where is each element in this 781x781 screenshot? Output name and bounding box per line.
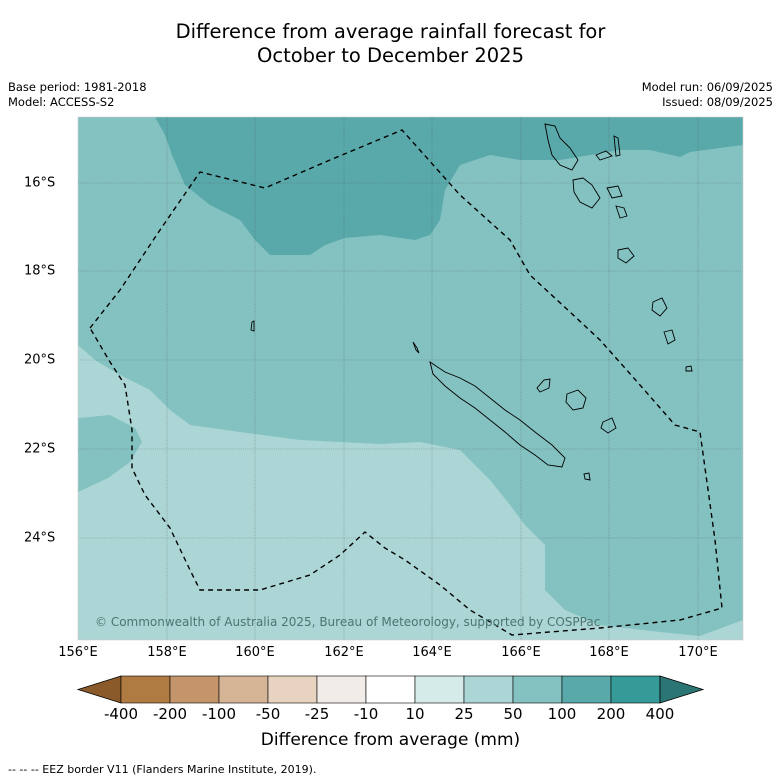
new-caledonia-island (429, 360, 566, 468)
y-tick-16s: 16°S (24, 175, 56, 191)
eez-footnote: -- -- -- EEZ border V11 (Flanders Marine… (8, 763, 317, 776)
colorbar-tick-label: -100 (201, 705, 237, 723)
colorbar-extend-low (76, 675, 122, 704)
colorbar-title: Difference from average (mm) (260, 730, 521, 750)
y-tick-18s: 18°S (24, 263, 56, 279)
x-tick-168: 168°E (589, 645, 629, 660)
colorbar-swatch (512, 675, 563, 704)
title-line-2: October to December 2025 (257, 44, 524, 67)
belep-islet (412, 341, 420, 354)
shade-100-200 (155, 117, 743, 255)
model-name: Model: ACCESS-S2 (8, 95, 115, 109)
colorbar-tick-label: -200 (152, 705, 188, 723)
map-title: Difference from average rainfall forecas… (0, 20, 781, 68)
map-frame (77, 116, 744, 641)
maewo-island (613, 135, 621, 157)
colorbar-tick-label: 10 (405, 705, 425, 723)
graticule (78, 117, 743, 640)
y-tick-22s: 22°S (24, 441, 56, 457)
meta-right: Model run: 06/09/2025 Issued: 08/09/2025 (642, 80, 773, 110)
erromango-island (651, 297, 668, 317)
ambrym-island (606, 185, 623, 199)
ouvea-island (536, 378, 551, 393)
issued-date: Issued: 08/09/2025 (662, 95, 773, 109)
aneityum-island (685, 365, 693, 372)
colorbar-extend-high (659, 675, 705, 704)
epi-island (615, 205, 628, 219)
colorbar-swatch (218, 675, 269, 704)
colorbar-swatch (610, 675, 661, 704)
colorbar-tick-label: 50 (503, 705, 523, 723)
colorbar-tick-label: 200 (596, 705, 626, 723)
colorbar-swatch (365, 675, 416, 704)
meta-left: Base period: 1981-2018 Model: ACCESS-S2 (8, 80, 147, 110)
efate-island (617, 247, 635, 264)
mare-island (600, 417, 617, 434)
colorbar-tick-label: 400 (645, 705, 675, 723)
colorbar-tick-label: 100 (547, 705, 577, 723)
map-area (78, 117, 743, 640)
x-tick-156: 156°E (58, 645, 98, 660)
y-tick-20s: 20°S (24, 352, 56, 368)
x-tick-166: 166°E (501, 645, 541, 660)
eez-border (89, 129, 723, 636)
base-period: Base period: 1981-2018 (8, 80, 147, 94)
colorbar-tick-label: -25 (304, 705, 330, 723)
colorbar-tick-label: -50 (255, 705, 281, 723)
colorbar-tick-label: -10 (353, 705, 379, 723)
pentecost-island (595, 150, 613, 161)
colorbar-swatch (267, 675, 318, 704)
colorbar (76, 675, 705, 704)
title-line-1: Difference from average rainfall forecas… (175, 20, 606, 43)
walpole-islet (583, 472, 591, 481)
shade-25-50 (78, 345, 743, 640)
colorbar-swatch (463, 675, 514, 704)
colorbar-swatch (169, 675, 220, 704)
tanna-island (663, 329, 676, 345)
x-tick-160: 160°E (235, 645, 275, 660)
x-tick-164: 164°E (412, 645, 452, 660)
malekula-island (572, 177, 601, 209)
shade-left-patch (78, 415, 142, 492)
x-tick-170: 170°E (678, 645, 718, 660)
x-tick-158: 158°E (147, 645, 187, 660)
model-run: Model run: 06/09/2025 (641, 80, 773, 94)
colorbar-swatch (414, 675, 465, 704)
colorbar-swatch (120, 675, 171, 704)
espiritu-santo-island (544, 123, 579, 171)
chesterfield-islet (250, 320, 255, 332)
y-tick-24s: 24°S (24, 530, 56, 546)
colorbar-swatch (561, 675, 612, 704)
colorbar-tick-label: -400 (103, 705, 139, 723)
copyright-text: © Commonwealth of Australia 2025, Bureau… (95, 615, 600, 629)
x-tick-162: 162°E (324, 645, 364, 660)
lifou-island (565, 389, 587, 411)
colorbar-swatch (316, 675, 367, 704)
colorbar-tick-label: 25 (454, 705, 474, 723)
